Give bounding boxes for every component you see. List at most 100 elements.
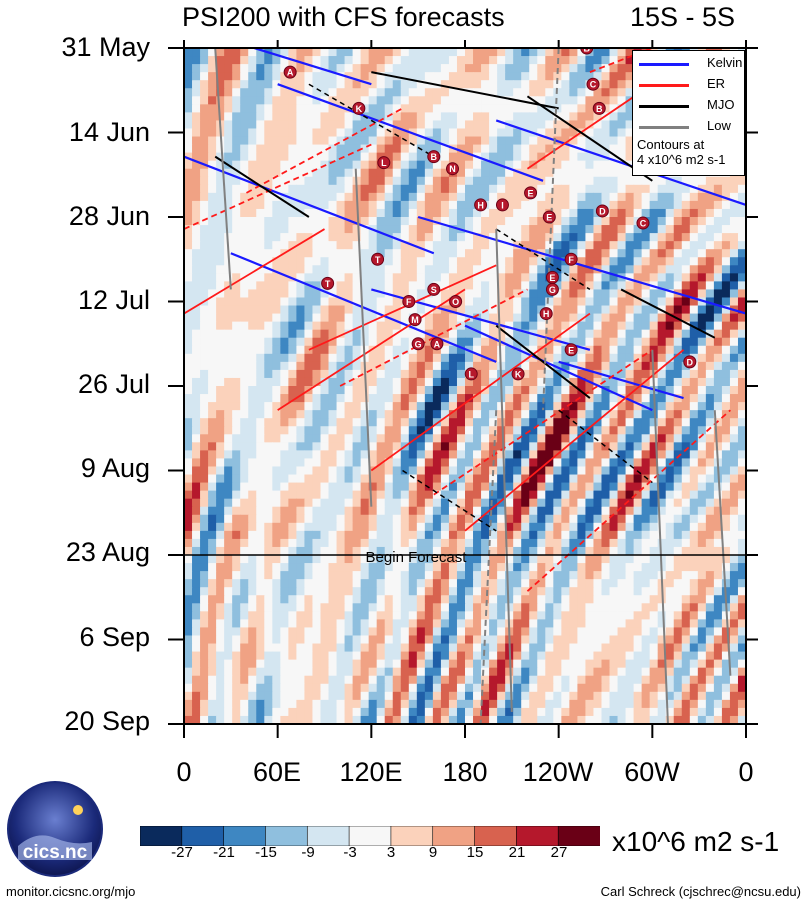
anomaly-cell [232, 281, 241, 291]
anomaly-cell [288, 530, 297, 540]
anomaly-cell [192, 144, 201, 154]
anomaly-cell [208, 490, 217, 500]
anomaly-cell [673, 603, 683, 612]
anomaly-cell [721, 265, 731, 274]
anomaly-cell [513, 571, 522, 580]
anomaly-cell [529, 305, 538, 315]
anomaly-cell [625, 152, 635, 162]
anomaly-cell [432, 136, 442, 146]
anomaly-cell [304, 571, 314, 580]
anomaly-cell [344, 48, 354, 57]
anomaly-cell [320, 410, 330, 419]
anomaly-cell [456, 482, 466, 492]
anomaly-cell [697, 377, 707, 387]
anomaly-cell [192, 313, 201, 323]
anomaly-cell [593, 474, 603, 484]
anomaly-cell [633, 225, 643, 234]
anomaly-cell [200, 386, 209, 395]
anomaly-cell [352, 337, 362, 347]
anomaly-cell [585, 104, 595, 113]
anomaly-cell [633, 410, 643, 419]
anomaly-cell [360, 474, 370, 484]
anomaly-cell [424, 498, 434, 508]
anomaly-cell [368, 96, 378, 105]
anomaly-cell [344, 128, 354, 138]
anomaly-cell [376, 64, 386, 73]
anomaly-cell [192, 514, 201, 524]
anomaly-cell [224, 353, 233, 363]
anomaly-cell [721, 345, 731, 355]
anomaly-cell [312, 192, 322, 202]
anomaly-cell [400, 522, 410, 532]
anomaly-cell [208, 136, 217, 146]
anomaly-cell [368, 377, 378, 387]
anomaly-cell [465, 233, 474, 242]
anomaly-cell [448, 72, 458, 81]
anomaly-cell [408, 160, 418, 170]
anomaly-cell [633, 289, 643, 299]
anomaly-cell [537, 289, 546, 299]
anomaly-cell [256, 120, 265, 130]
anomaly-cell [521, 192, 530, 202]
anomaly-cell [593, 402, 603, 411]
anomaly-cell [272, 514, 281, 524]
anomaly-cell [240, 369, 249, 379]
anomaly-cell [729, 587, 739, 596]
anomaly-cell [232, 442, 241, 451]
anomaly-cell [465, 506, 474, 516]
anomaly-cell [481, 257, 490, 266]
anomaly-cell [737, 297, 746, 307]
anomaly-cell [633, 458, 643, 468]
anomaly-cell [705, 353, 715, 363]
anomaly-cell [721, 555, 731, 564]
anomaly-cell [440, 410, 450, 419]
anomaly-cell [481, 563, 490, 572]
anomaly-cell [368, 434, 378, 443]
anomaly-cell [697, 450, 707, 460]
anomaly-cell [400, 538, 410, 548]
anomaly-cell [569, 450, 578, 460]
anomaly-cell [633, 490, 643, 500]
anomaly-cell [280, 514, 289, 524]
anomaly-cell [601, 530, 611, 540]
anomaly-cell [513, 64, 522, 73]
anomaly-cell [561, 321, 570, 331]
anomaly-cell [256, 418, 265, 427]
anomaly-cell [200, 128, 209, 138]
anomaly-cell [537, 329, 546, 339]
anomaly-cell [200, 176, 209, 186]
anomaly-cell [424, 265, 434, 274]
anomaly-cell [256, 112, 265, 122]
anomaly-cell [280, 152, 289, 162]
anomaly-cell [440, 329, 450, 339]
anomaly-cell [232, 48, 241, 57]
anomaly-cell [312, 361, 322, 371]
anomaly-cell [681, 546, 691, 556]
anomaly-cell [456, 611, 466, 620]
anomaly-cell [633, 313, 643, 323]
anomaly-cell [705, 466, 715, 476]
anomaly-cell [376, 104, 386, 113]
anomaly-cell [368, 595, 378, 604]
anomaly-cell [328, 321, 338, 331]
anomaly-cell [200, 184, 209, 194]
anomaly-cell [729, 530, 739, 540]
anomaly-cell [240, 345, 249, 355]
anomaly-cell [208, 329, 217, 339]
anomaly-cell [465, 112, 474, 122]
anomaly-cell [424, 297, 434, 307]
anomaly-cell [473, 402, 482, 411]
anomaly-cell [312, 152, 322, 162]
anomaly-cell [505, 72, 514, 81]
anomaly-cell [200, 434, 209, 443]
anomaly-cell [376, 176, 386, 186]
anomaly-cell [593, 144, 603, 154]
anomaly-cell [328, 112, 338, 122]
anomaly-cell [473, 136, 482, 146]
anomaly-cell [264, 369, 273, 379]
anomaly-cell [561, 603, 570, 612]
anomaly-cell [633, 514, 643, 524]
anomaly-cell [416, 386, 426, 395]
anomaly-cell [617, 587, 627, 596]
anomaly-cell [360, 152, 370, 162]
